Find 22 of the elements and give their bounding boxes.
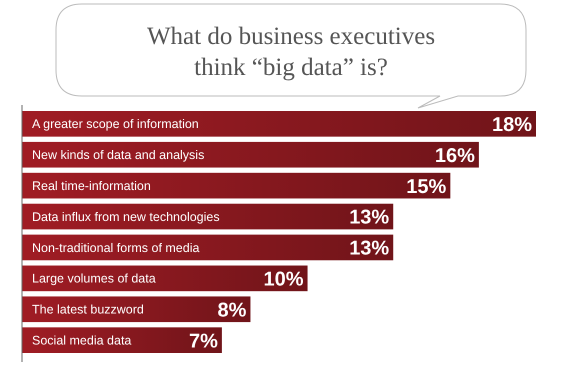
- y-tick-label: Real time-information: [32, 179, 151, 194]
- y-tick-label: Data influx from new technologies: [32, 210, 220, 224]
- y-tick-label: The latest buzzword: [32, 302, 144, 317]
- y-tick-label: New kinds of data and analysis: [32, 148, 204, 162]
- y-tick-label: A greater scope of information: [32, 117, 199, 132]
- data-label: 18%: [492, 114, 532, 136]
- bar: [22, 142, 479, 168]
- bar: [22, 172, 450, 198]
- data-label: 16%: [434, 144, 476, 167]
- data-label: 13%: [349, 238, 390, 260]
- data-label: 10%: [264, 268, 304, 291]
- bar: [22, 234, 394, 260]
- bar: [22, 204, 394, 230]
- data-label: 7%: [188, 330, 218, 352]
- data-label: 15%: [406, 176, 447, 198]
- data-label: 13%: [349, 206, 390, 229]
- chart-title: What do business executives think “big data” is?: [146, 23, 436, 81]
- y-tick-label: Social media data: [32, 334, 132, 348]
- y-tick-label: Non-traditional forms of media: [32, 240, 200, 255]
- y-tick-label: Large volumes of data: [32, 272, 156, 286]
- bar: [22, 111, 536, 137]
- data-label: 8%: [218, 299, 247, 322]
